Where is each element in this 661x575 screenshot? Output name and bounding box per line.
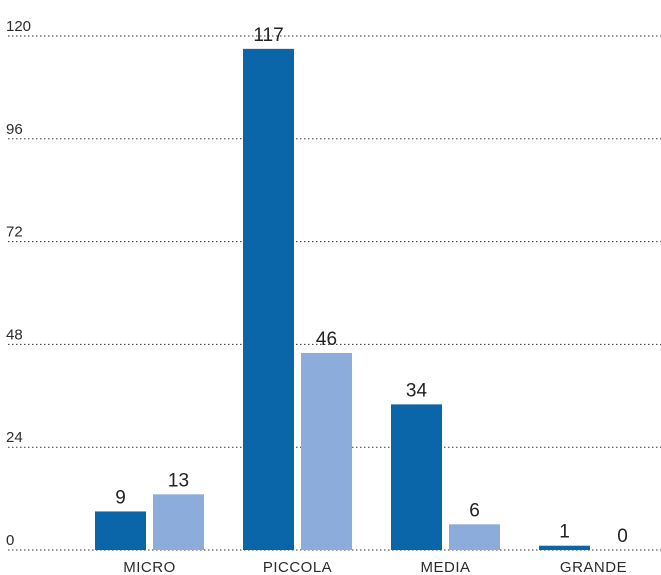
- y-tick-label: 0: [6, 532, 14, 549]
- data-label-grande-series-1: 1: [559, 522, 570, 543]
- y-tick-label: 120: [6, 18, 31, 35]
- data-label-piccola-series-1: 117: [253, 25, 283, 46]
- x-tick-label-grande: GRANDE: [560, 559, 627, 575]
- data-label-piccola-series-2: 46: [316, 329, 337, 350]
- bar-grande-series-1: [539, 545, 590, 550]
- y-tick-label: 72: [6, 224, 23, 241]
- x-tick-label-piccola: PICCOLA: [263, 559, 332, 575]
- bars: [95, 48, 590, 550]
- bar-media-series-1: [391, 404, 442, 550]
- x-tick-label-media: MEDIA: [420, 559, 470, 575]
- y-tick-label: 48: [6, 326, 23, 343]
- bar-piccola-series-2: [301, 352, 352, 550]
- bar-micro-series-2: [153, 494, 204, 550]
- data-label-media-series-2: 6: [469, 500, 480, 521]
- y-axis-ticks: 0 24 48 72 96 120: [6, 18, 31, 549]
- bar-media-series-2: [449, 524, 500, 550]
- y-tick-label: 24: [6, 429, 23, 446]
- x-axis-ticks: MICRO PICCOLA MEDIA GRANDE: [123, 559, 627, 575]
- bar-micro-series-1: [95, 511, 146, 550]
- data-labels: 9 13 117 46 34 6 1 0: [115, 25, 628, 547]
- data-label-media-series-1: 34: [406, 380, 428, 401]
- bar-piccola-series-1: [243, 48, 294, 550]
- data-label-micro-series-2: 13: [168, 470, 189, 491]
- x-tick-label-micro: MICRO: [123, 559, 176, 575]
- data-label-micro-series-1: 9: [115, 487, 126, 508]
- data-label-grande-series-2: 0: [617, 526, 628, 547]
- y-tick-label: 96: [6, 121, 23, 138]
